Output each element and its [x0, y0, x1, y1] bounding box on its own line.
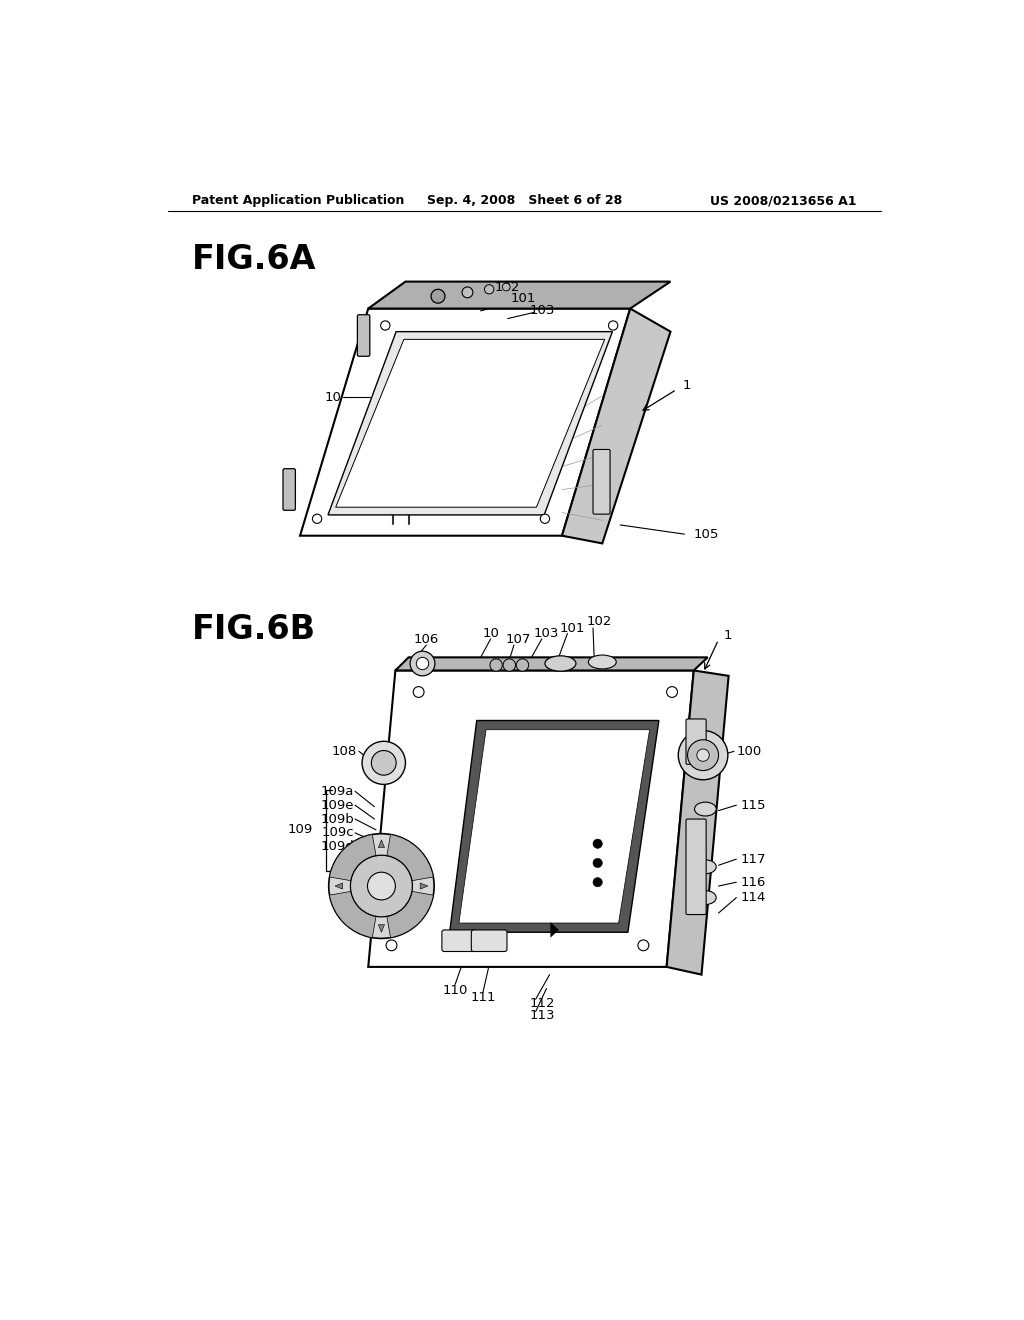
Text: 113: 113: [529, 1008, 555, 1022]
Circle shape: [417, 657, 429, 669]
Wedge shape: [387, 891, 433, 937]
Circle shape: [697, 748, 710, 762]
Ellipse shape: [589, 655, 616, 669]
Ellipse shape: [545, 656, 575, 671]
Text: 114: 114: [740, 891, 766, 904]
Circle shape: [516, 659, 528, 671]
Circle shape: [312, 513, 322, 524]
FancyBboxPatch shape: [442, 929, 477, 952]
Circle shape: [541, 513, 550, 524]
Text: 109c: 109c: [322, 826, 354, 840]
Text: 107: 107: [505, 634, 530, 647]
Text: 100: 100: [736, 744, 762, 758]
Circle shape: [410, 651, 435, 676]
Text: 103: 103: [530, 304, 555, 317]
Ellipse shape: [694, 803, 716, 816]
Wedge shape: [330, 891, 376, 937]
Circle shape: [414, 686, 424, 697]
Polygon shape: [562, 309, 671, 544]
Text: 109d: 109d: [321, 841, 354, 853]
Polygon shape: [667, 671, 729, 974]
Wedge shape: [387, 834, 433, 880]
Polygon shape: [450, 721, 658, 932]
Text: 115: 115: [740, 799, 766, 812]
Polygon shape: [459, 730, 649, 923]
Polygon shape: [420, 883, 428, 890]
Text: US 2008/0213656 A1: US 2008/0213656 A1: [710, 194, 856, 207]
Circle shape: [381, 321, 390, 330]
Text: 112: 112: [529, 998, 555, 1010]
Text: 111: 111: [470, 991, 496, 1005]
FancyBboxPatch shape: [283, 469, 295, 511]
FancyBboxPatch shape: [357, 314, 370, 356]
Polygon shape: [328, 331, 612, 515]
Circle shape: [687, 739, 719, 771]
Text: 102: 102: [495, 281, 520, 294]
Polygon shape: [300, 309, 630, 536]
Text: 101: 101: [559, 622, 585, 635]
Polygon shape: [335, 883, 343, 890]
Circle shape: [350, 855, 413, 917]
Circle shape: [362, 742, 406, 784]
Circle shape: [593, 858, 602, 867]
Circle shape: [386, 940, 397, 950]
Circle shape: [462, 286, 473, 298]
Text: 108: 108: [332, 744, 356, 758]
Text: 117: 117: [740, 853, 766, 866]
Text: 109a: 109a: [321, 785, 354, 797]
Text: Patent Application Publication: Patent Application Publication: [191, 194, 403, 207]
FancyBboxPatch shape: [593, 449, 610, 515]
FancyBboxPatch shape: [471, 929, 507, 952]
Polygon shape: [336, 339, 604, 507]
Circle shape: [638, 940, 649, 950]
Circle shape: [372, 751, 396, 775]
Circle shape: [503, 284, 510, 290]
FancyBboxPatch shape: [686, 719, 707, 764]
Polygon shape: [378, 924, 385, 932]
Text: 1: 1: [682, 379, 690, 392]
Text: 105: 105: [693, 528, 719, 541]
Circle shape: [593, 878, 602, 887]
Circle shape: [593, 840, 602, 849]
FancyBboxPatch shape: [686, 818, 707, 915]
Polygon shape: [378, 840, 385, 847]
Text: 10: 10: [325, 391, 341, 404]
Ellipse shape: [694, 891, 716, 904]
Text: 109b: 109b: [321, 813, 354, 825]
Text: 10: 10: [482, 627, 499, 640]
Text: Sep. 4, 2008   Sheet 6 of 28: Sep. 4, 2008 Sheet 6 of 28: [427, 194, 623, 207]
Circle shape: [431, 289, 445, 304]
Circle shape: [667, 686, 678, 697]
Ellipse shape: [694, 859, 716, 874]
Wedge shape: [330, 834, 376, 880]
Text: FIG.6A: FIG.6A: [191, 243, 316, 276]
Text: 106: 106: [414, 634, 439, 647]
Circle shape: [678, 730, 728, 780]
Polygon shape: [395, 657, 708, 671]
Text: 101: 101: [511, 292, 536, 305]
Text: 109e: 109e: [321, 799, 354, 812]
Text: 102: 102: [587, 615, 612, 628]
Polygon shape: [550, 923, 559, 937]
Circle shape: [608, 321, 617, 330]
Text: 116: 116: [740, 875, 766, 888]
Circle shape: [484, 285, 494, 294]
Circle shape: [489, 659, 503, 671]
Polygon shape: [369, 671, 693, 966]
Polygon shape: [369, 281, 671, 309]
Circle shape: [329, 834, 434, 939]
Text: 109: 109: [287, 824, 312, 837]
Text: 103: 103: [534, 627, 559, 640]
Text: 1: 1: [723, 630, 732, 643]
Circle shape: [503, 659, 515, 671]
Circle shape: [368, 873, 395, 900]
Text: FIG.6B: FIG.6B: [191, 612, 315, 645]
Text: 110: 110: [442, 983, 468, 997]
